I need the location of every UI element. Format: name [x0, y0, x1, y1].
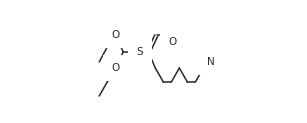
Text: O: O: [169, 37, 177, 47]
Text: S: S: [137, 47, 143, 57]
Text: O: O: [111, 63, 119, 73]
Text: O: O: [111, 30, 119, 40]
Text: N: N: [207, 57, 215, 67]
